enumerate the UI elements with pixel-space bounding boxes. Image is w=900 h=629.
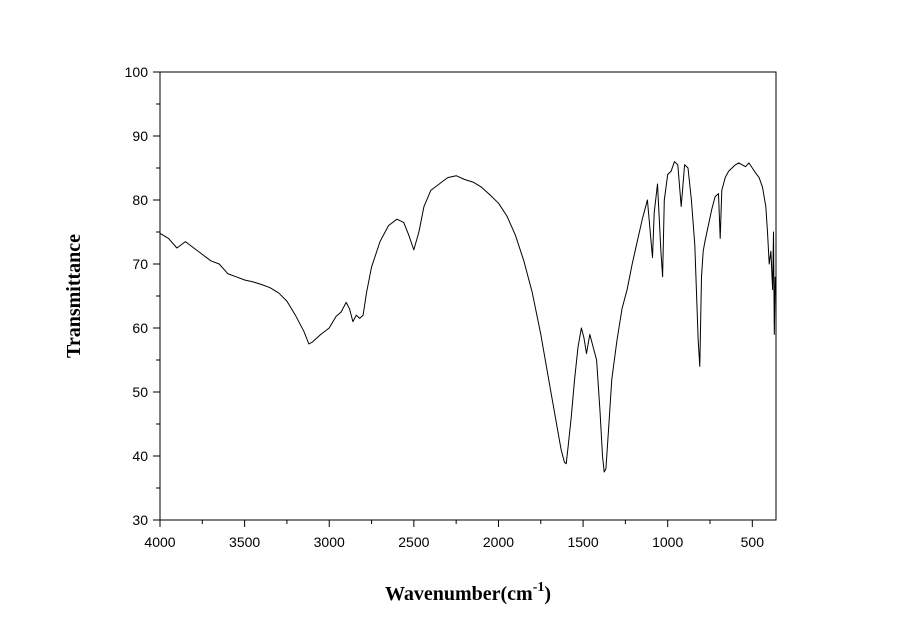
x-axis-title: Wavenumber(cm-1) (385, 580, 551, 605)
y-tick-label: 40 (132, 448, 148, 464)
x-axis-title-superscript: -1 (533, 580, 545, 595)
plot-frame (159, 71, 777, 521)
x-tick-label: 2500 (398, 534, 429, 550)
y-tick-label: 90 (132, 128, 148, 144)
y-tick-label: 50 (132, 384, 148, 400)
y-axis-title: Transmittance (63, 234, 85, 358)
x-tick-label: 3000 (314, 534, 345, 550)
x-axis-title-main: Wavenumber(cm (385, 583, 533, 605)
x-tick-label: 1000 (652, 534, 683, 550)
y-tick-label: 100 (125, 64, 149, 80)
x-tick-label: 1500 (567, 534, 598, 550)
x-tick-label: 4000 (144, 534, 175, 550)
spectrum-line (159, 161, 776, 473)
x-tick-label: 500 (741, 534, 765, 550)
x-axis-title-suffix: ) (544, 583, 551, 605)
y-tick-label: 80 (132, 192, 148, 208)
x-tick-label: 3500 (229, 534, 260, 550)
y-tick-label: 30 (132, 512, 148, 528)
y-tick-label: 70 (132, 256, 148, 272)
plot-area: 4000 3500 3000 2500 2000 1500 1000 500 30 40 50 60 7… (125, 64, 777, 550)
x-tick-label: 2000 (483, 534, 514, 550)
y-tick-label: 60 (132, 320, 148, 336)
